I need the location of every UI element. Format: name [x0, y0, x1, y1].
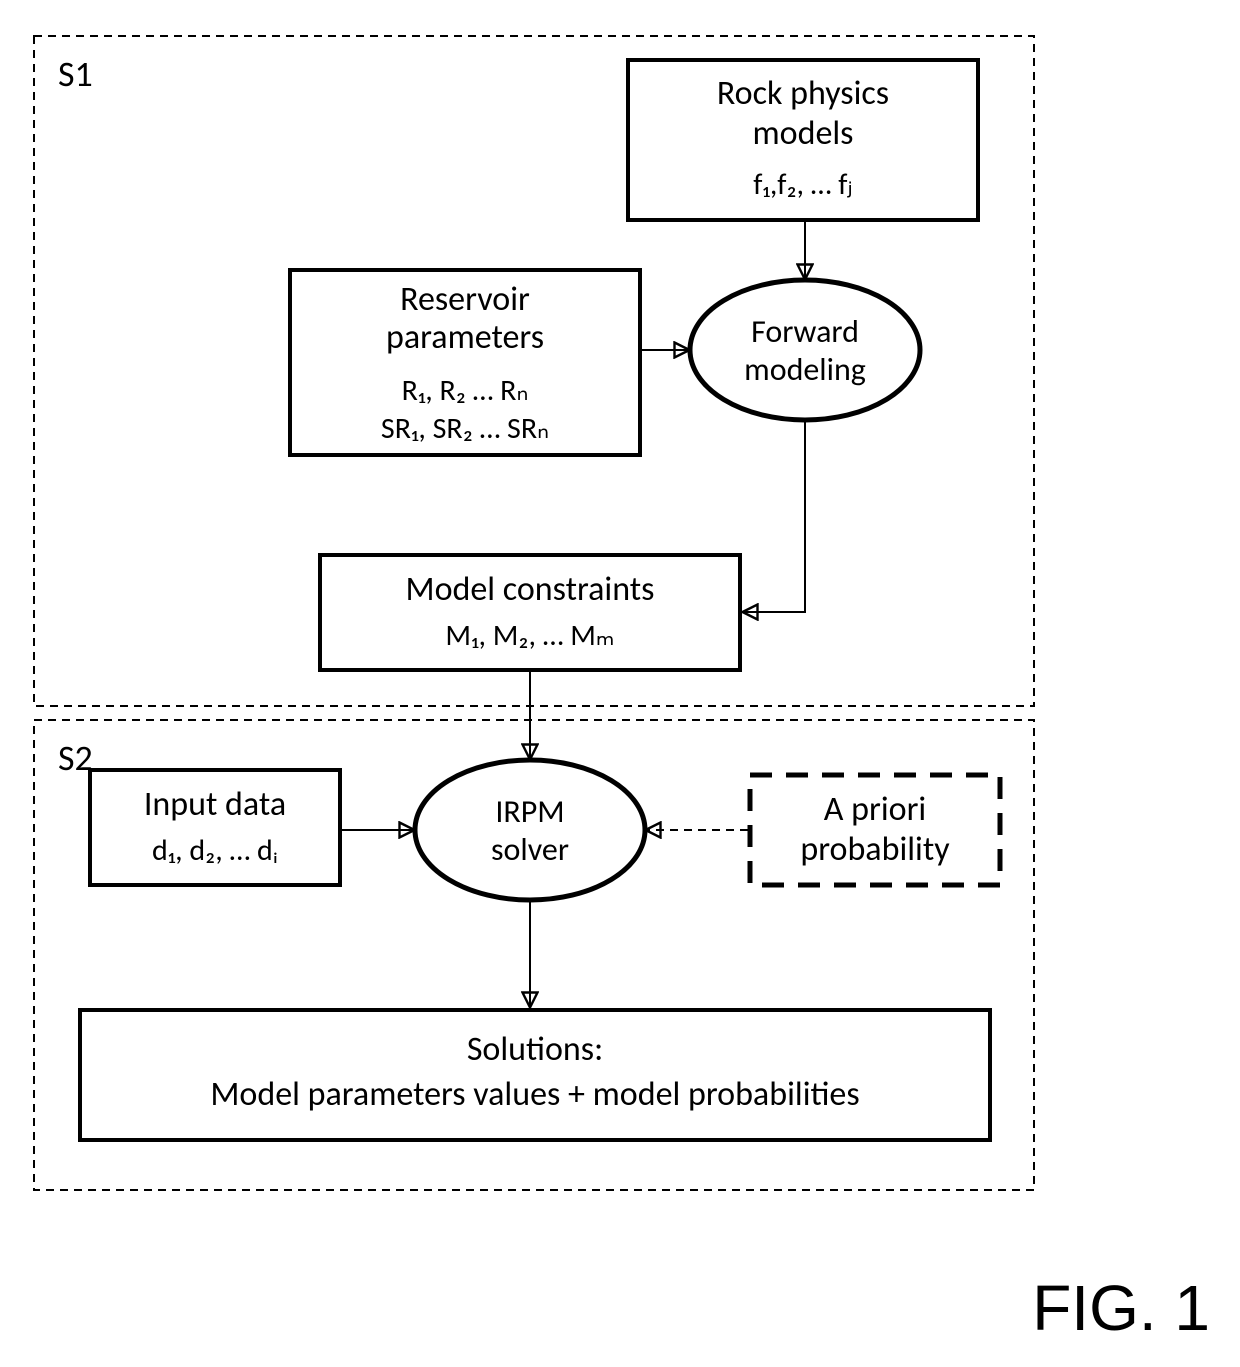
- node-rock-physics-line1: Rock physics: [717, 73, 889, 114]
- node-reservoir-line2: parameters: [386, 317, 544, 358]
- node-solutions-line2: Model parameters values + model probabil…: [210, 1074, 859, 1115]
- figure-label: FIG. 1: [1032, 1272, 1210, 1344]
- node-rock-physics-sub: f₁,f₂, … fⱼ: [753, 166, 852, 203]
- region-s2-label: S2: [58, 736, 93, 780]
- diagram-canvas: S1 S2 Rock physics models f₁,f₂, … fⱼ Re…: [0, 0, 1240, 1367]
- edge-forward-to-constraints: [744, 422, 805, 612]
- node-reservoir-sub2: SR₁, SR₂ … SRₙ: [381, 410, 549, 447]
- node-a-priori-line2: probability: [800, 829, 950, 870]
- node-rock-physics-line2: models: [753, 113, 854, 154]
- node-constraints-line1: Model constraints: [406, 569, 655, 610]
- node-input-sub: d₁, d₂, … dᵢ: [152, 832, 278, 869]
- node-irpm-line1: IRPM: [495, 792, 564, 831]
- node-reservoir-line1: Reservoir: [400, 279, 530, 320]
- node-forward-line2: modeling: [744, 350, 866, 389]
- node-a-priori-line1: A priori: [824, 789, 926, 830]
- node-reservoir-sub1: R₁, R₂ … Rₙ: [402, 372, 529, 409]
- node-input-line1: Input data: [144, 784, 286, 825]
- node-forward-line1: Forward: [751, 312, 859, 351]
- region-s1-label: S1: [58, 52, 93, 96]
- node-constraints-sub: M₁, M₂, … Mₘ: [445, 617, 614, 654]
- node-irpm-line2: solver: [491, 830, 569, 869]
- node-solutions-line1: Solutions:: [467, 1029, 603, 1070]
